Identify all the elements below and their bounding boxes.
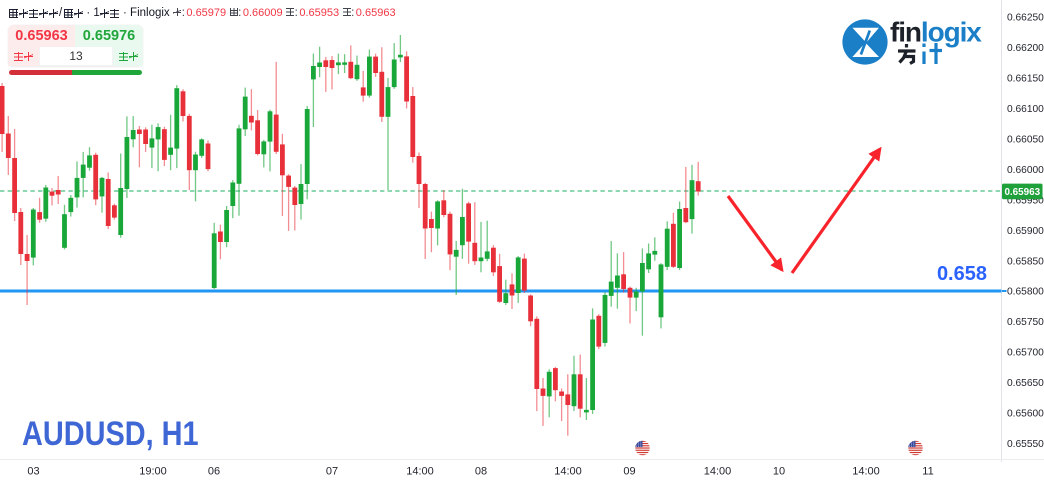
svg-text:0.65700: 0.65700	[1007, 348, 1044, 359]
svg-text:09: 09	[623, 466, 635, 478]
svg-text:10: 10	[773, 466, 785, 478]
svg-text:19:00: 19:00	[139, 466, 167, 478]
svg-text:0.65800: 0.65800	[1007, 287, 1044, 298]
svg-text:0.65650: 0.65650	[1007, 378, 1044, 389]
svg-text:0.65550: 0.65550	[1007, 439, 1044, 450]
svg-text:0.66000: 0.66000	[1007, 165, 1044, 176]
svg-text:0.66200: 0.66200	[1007, 43, 1044, 54]
svg-text:14:00: 14:00	[852, 466, 880, 478]
svg-text:0.66150: 0.66150	[1007, 73, 1044, 84]
svg-text:0.65750: 0.65750	[1007, 317, 1044, 328]
svg-text:0.65900: 0.65900	[1007, 226, 1044, 237]
svg-text:0.65600: 0.65600	[1007, 409, 1044, 420]
svg-text:14:00: 14:00	[554, 466, 582, 478]
svg-text:14:00: 14:00	[406, 466, 434, 478]
svg-text:0.65950: 0.65950	[1007, 195, 1044, 206]
svg-text:0.66050: 0.66050	[1007, 134, 1044, 145]
svg-text:AUDUSD, H1: AUDUSD, H1	[22, 414, 199, 453]
svg-text:0.65850: 0.65850	[1007, 256, 1044, 267]
svg-text:0.65963: 0.65963	[1004, 187, 1040, 198]
svg-text:06: 06	[208, 466, 220, 478]
svg-text:0.658: 0.658	[937, 263, 987, 285]
svg-text:0.66100: 0.66100	[1007, 104, 1044, 115]
svg-text:07: 07	[326, 466, 338, 478]
svg-text:finlogix: finlogix	[890, 17, 982, 48]
svg-text:0.66250: 0.66250	[1007, 13, 1044, 24]
svg-text:14:00: 14:00	[704, 466, 732, 478]
svg-text:08: 08	[475, 466, 487, 478]
svg-text:11: 11	[922, 466, 933, 478]
svg-text:03: 03	[27, 466, 39, 478]
